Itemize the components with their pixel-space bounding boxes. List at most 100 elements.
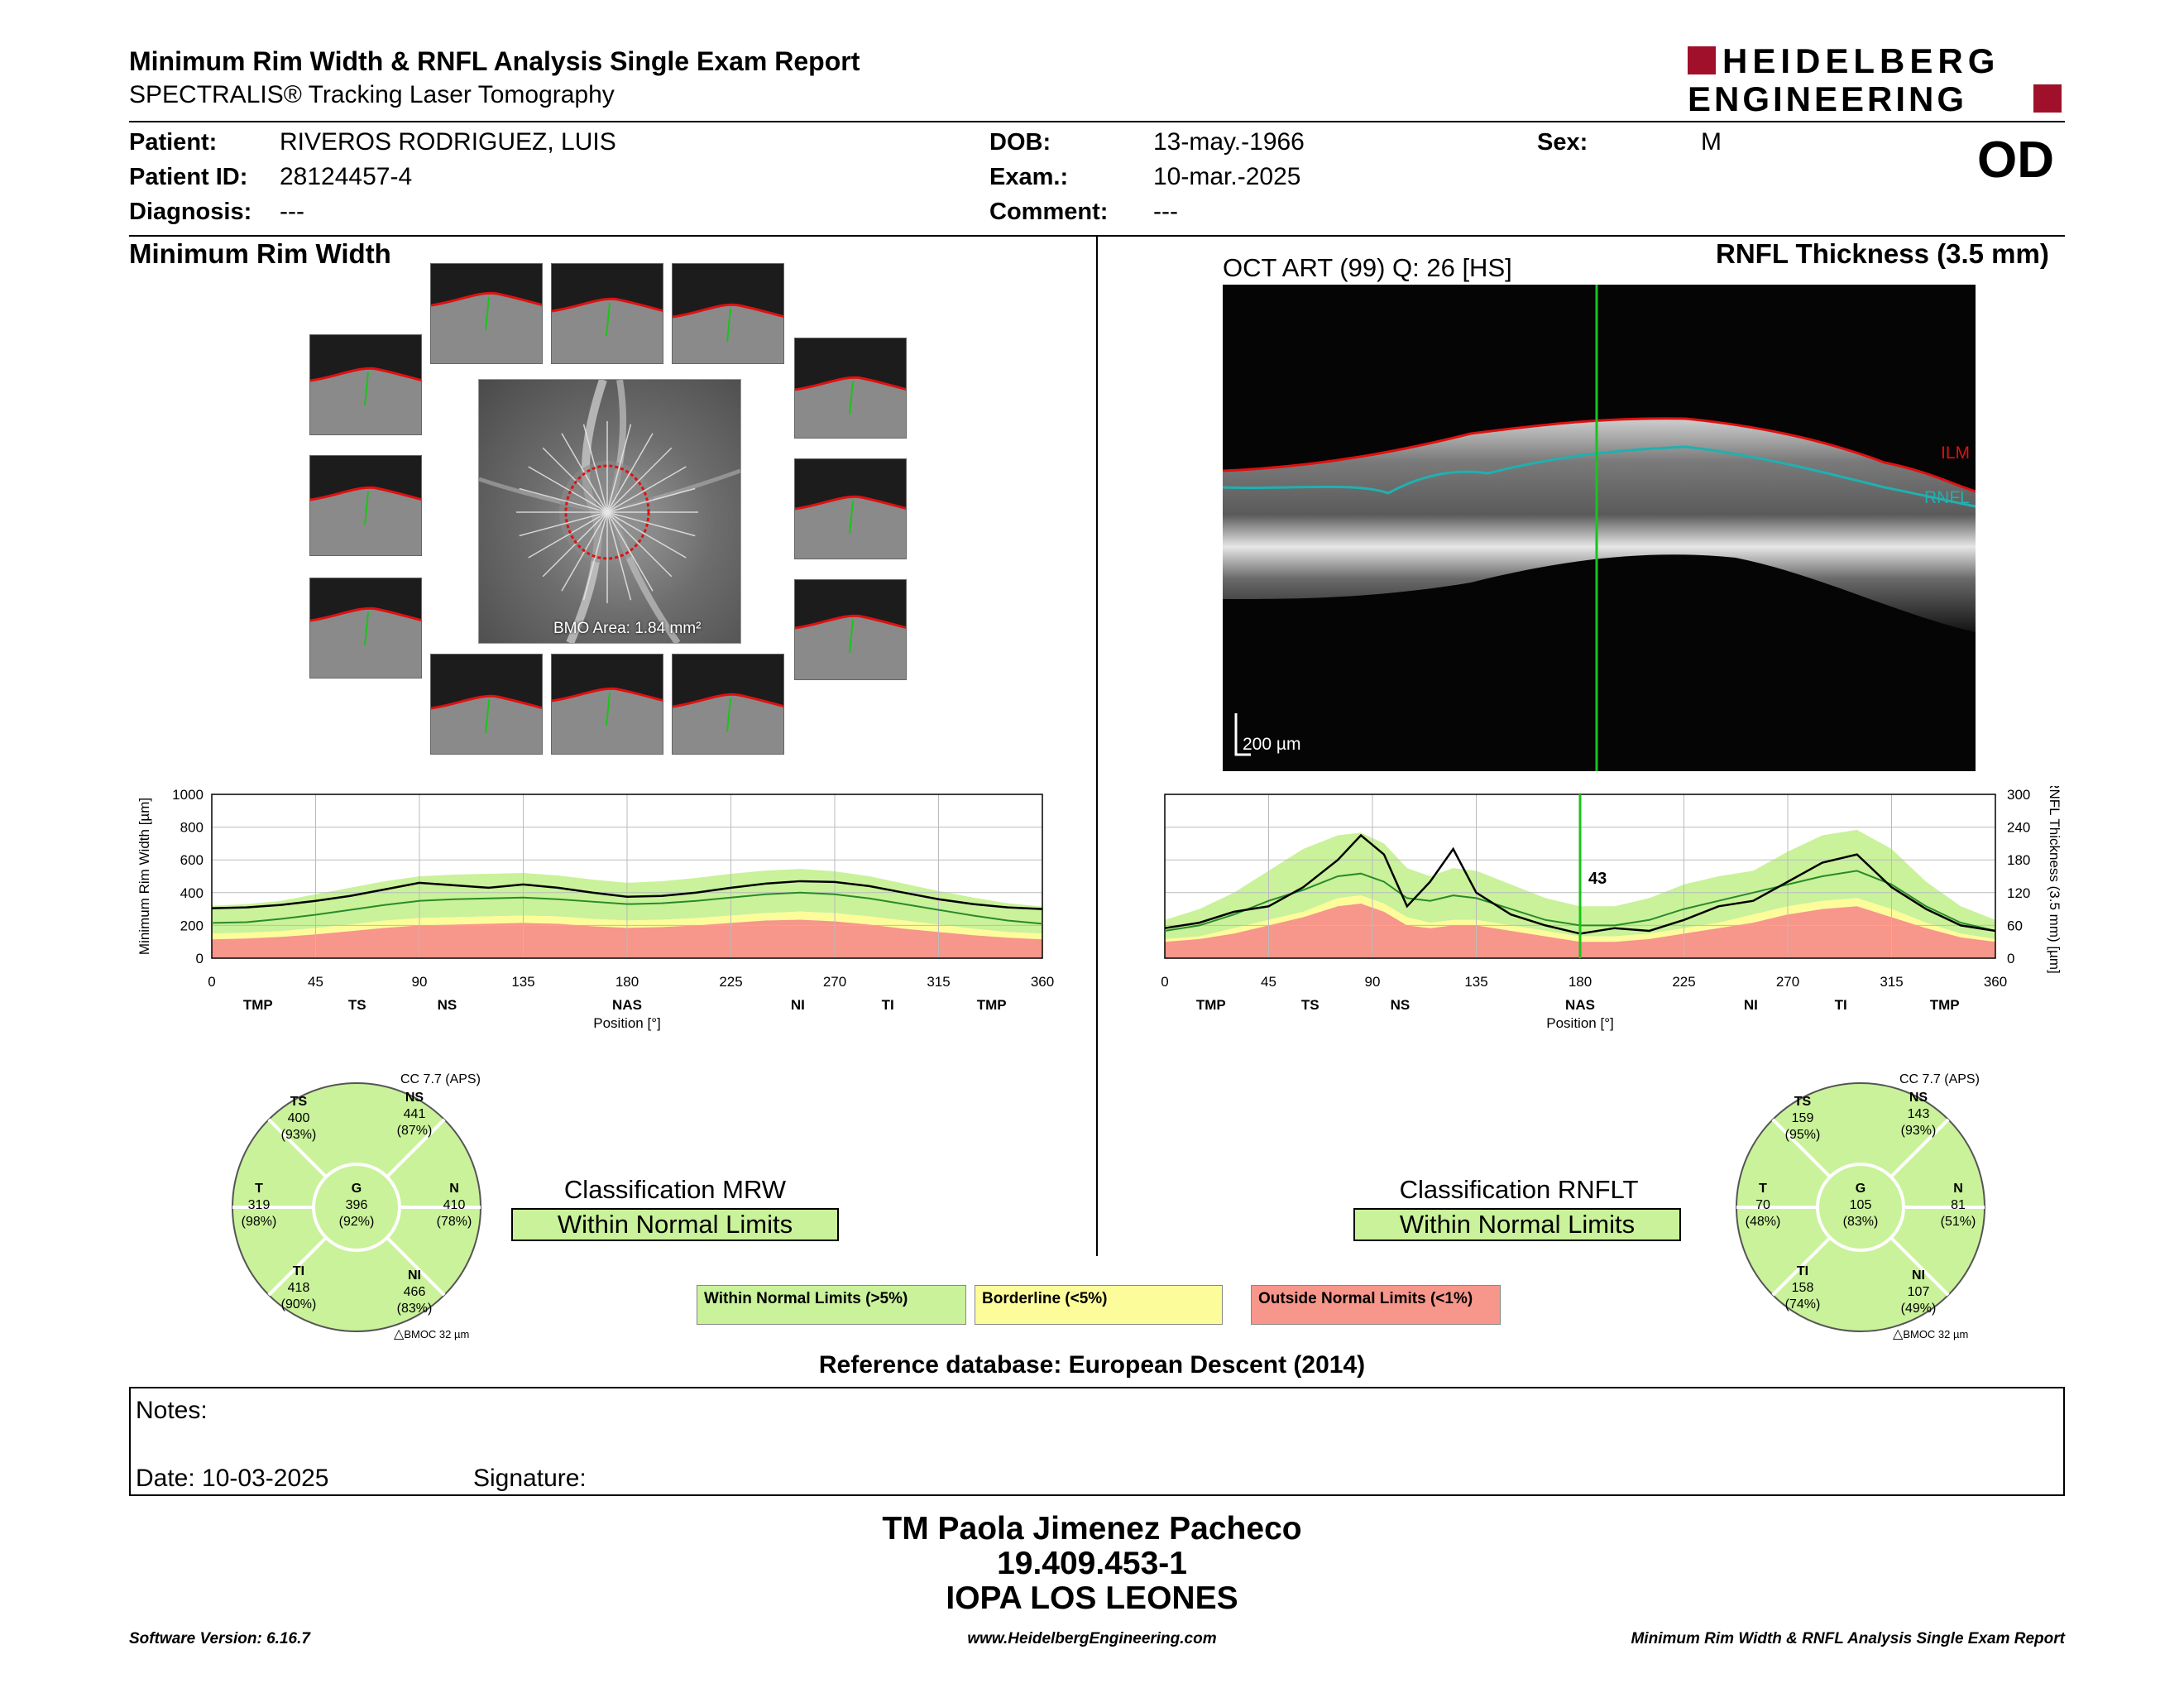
footer-report-name: Minimum Rim Width & RNFL Analysis Single… <box>1631 1630 2065 1647</box>
mrw-classification-title: Classification MRW <box>563 1175 787 1204</box>
mrw-sector-pie: TS 400 (93%) NS 441 (87%) T 319 (98%) G 396 (92%) N 4… <box>220 1071 493 1344</box>
mrw-bscan-thumbnail <box>794 579 907 680</box>
delta-icon: △ <box>1893 1327 1904 1341</box>
sector-name: N <box>1953 1182 1963 1196</box>
rnfl-classification-value: Within Normal Limits <box>1353 1208 1681 1241</box>
report-subtitle: SPECTRALIS® Tracking Laser Tomography <box>129 81 615 108</box>
y-tick-label: 0 <box>2007 951 2014 966</box>
signatory-name: TM Paola Jimenez Pacheco <box>882 1511 1302 1547</box>
sector-percentile: (83%) <box>1843 1215 1879 1229</box>
x-tick-label: 315 <box>927 974 950 990</box>
exam-label: Exam.: <box>989 164 1069 190</box>
sector-label: TMP <box>1196 997 1226 1013</box>
mrw-arrow <box>849 619 854 654</box>
sector-name: N <box>449 1182 459 1196</box>
signature-label: Signature: <box>473 1465 587 1492</box>
retina-tissue <box>431 293 542 363</box>
scan-ray <box>519 487 696 537</box>
sector-label: TS <box>1301 997 1320 1013</box>
mrw-bscan-thumbnail <box>672 263 784 364</box>
mrw-bscan-thumbnail <box>551 263 663 364</box>
ilm-contour <box>552 297 663 313</box>
scale-label: 200 µm <box>1243 735 1301 754</box>
x-tick-label: 135 <box>1464 974 1487 990</box>
x-tick-label: 225 <box>719 974 742 990</box>
x-tick-label: 90 <box>412 974 428 990</box>
retina-tissue <box>310 608 421 678</box>
y-tick-label: 400 <box>180 885 204 901</box>
sector-divider <box>386 1236 446 1297</box>
comment: --- <box>1153 198 1178 225</box>
mrw-bscan-thumbnail <box>309 455 422 556</box>
mrw-arrow <box>364 611 369 646</box>
mrw-bscan-thumbnail <box>672 654 784 755</box>
sector-percentile: (83%) <box>397 1302 433 1316</box>
sector-divider <box>386 1118 446 1178</box>
sector-percentile: (51%) <box>1941 1215 1976 1229</box>
sector-value: 159 <box>1792 1111 1814 1125</box>
sector-divider <box>1889 1236 1950 1297</box>
patient-id: 28124457-4 <box>280 163 413 190</box>
sector-value: 319 <box>248 1198 271 1212</box>
pie-center <box>1816 1163 1905 1252</box>
sector-value: 418 <box>288 1281 310 1295</box>
mrw-arrow <box>726 698 731 732</box>
ilm-contour <box>431 291 542 307</box>
legend-normal: Within Normal Limits (>5%) <box>697 1285 966 1325</box>
bmo-contour <box>564 464 650 560</box>
retina-layers <box>1223 418 1976 632</box>
y-tick-label: 240 <box>2007 820 2030 836</box>
signatory-id: 19.409.453-1 <box>997 1546 1187 1581</box>
mrw-arrow <box>726 308 731 343</box>
x-axis-label: Position [°] <box>1546 1015 1613 1031</box>
mrw-section-title: Minimum Rim Width <box>129 238 391 269</box>
sector-percentile: (87%) <box>397 1124 433 1138</box>
retina-tissue <box>310 487 421 555</box>
rnfl-classification-title: Classification RNFLT <box>1399 1175 1639 1204</box>
sex-label: Sex: <box>1537 129 1588 156</box>
pie-center <box>312 1163 401 1252</box>
sector-value: 396 <box>346 1198 368 1212</box>
rnfl-bmoc-text: BMOC 32 µm <box>1903 1328 1969 1340</box>
website-link[interactable]: www.HeidelbergEngineering.com <box>967 1630 1217 1647</box>
exam-date: 10-mar.-2025 <box>1153 163 1301 190</box>
sector-label: TMP <box>977 997 1007 1013</box>
mrw-bmoc-label: △BMOC 32 µm <box>394 1326 469 1342</box>
sector-label: NS <box>1391 997 1410 1013</box>
sector-name: NI <box>1912 1268 1925 1283</box>
sector-name: TS <box>290 1095 308 1109</box>
sector-value: 70 <box>1755 1198 1770 1212</box>
x-tick-label: 315 <box>1880 974 1903 990</box>
sex: M <box>1701 128 1722 156</box>
dob: 13-may.-1966 <box>1153 128 1305 156</box>
notes-box: Notes: Date: 10-03-2025 Signature: <box>129 1387 2065 1496</box>
logo-line1: HEIDELBERG <box>1722 43 2000 80</box>
x-axis-label: Position [°] <box>593 1015 660 1031</box>
report-title: Minimum Rim Width & RNFL Analysis Single… <box>129 46 860 76</box>
y-tick-label: 180 <box>2007 852 2030 868</box>
patient-name: RIVEROS RODRIGUEZ, LUIS <box>280 128 616 156</box>
sector-value: 400 <box>288 1111 310 1125</box>
rnfl-bscan-image: ILM RNFL 200 µm <box>1223 285 1976 771</box>
mrw-arrow <box>849 500 854 535</box>
sector-label: TMP <box>1930 997 1960 1013</box>
rnfl-section-title: RNFL Thickness (3.5 mm) <box>1716 238 2049 269</box>
notes-label: Notes: <box>136 1397 208 1424</box>
rnfl-line <box>1223 445 1976 508</box>
mrw-arrow <box>364 372 369 406</box>
rnfl-bmoc-label: △BMOC 32 µm <box>1893 1326 1968 1342</box>
y-tick-label: 300 <box>2007 787 2030 803</box>
x-tick-label: 0 <box>1161 974 1168 990</box>
mrw-arrow <box>849 381 854 415</box>
measured-line <box>211 880 1043 910</box>
sector-percentile: (95%) <box>1785 1128 1821 1142</box>
sector-percentile: (49%) <box>1901 1302 1937 1316</box>
sector-name: TI <box>293 1264 304 1278</box>
x-tick-label: 360 <box>1031 974 1054 990</box>
x-tick-label: 135 <box>511 974 534 990</box>
header-divider <box>129 121 2065 122</box>
x-tick-label: 225 <box>1672 974 1695 990</box>
heidelberg-logo: HEIDELBERG ENGINEERING <box>1688 41 2065 118</box>
sector-percentile: (93%) <box>281 1128 317 1142</box>
mrw-bscan-thumbnail <box>551 654 663 755</box>
